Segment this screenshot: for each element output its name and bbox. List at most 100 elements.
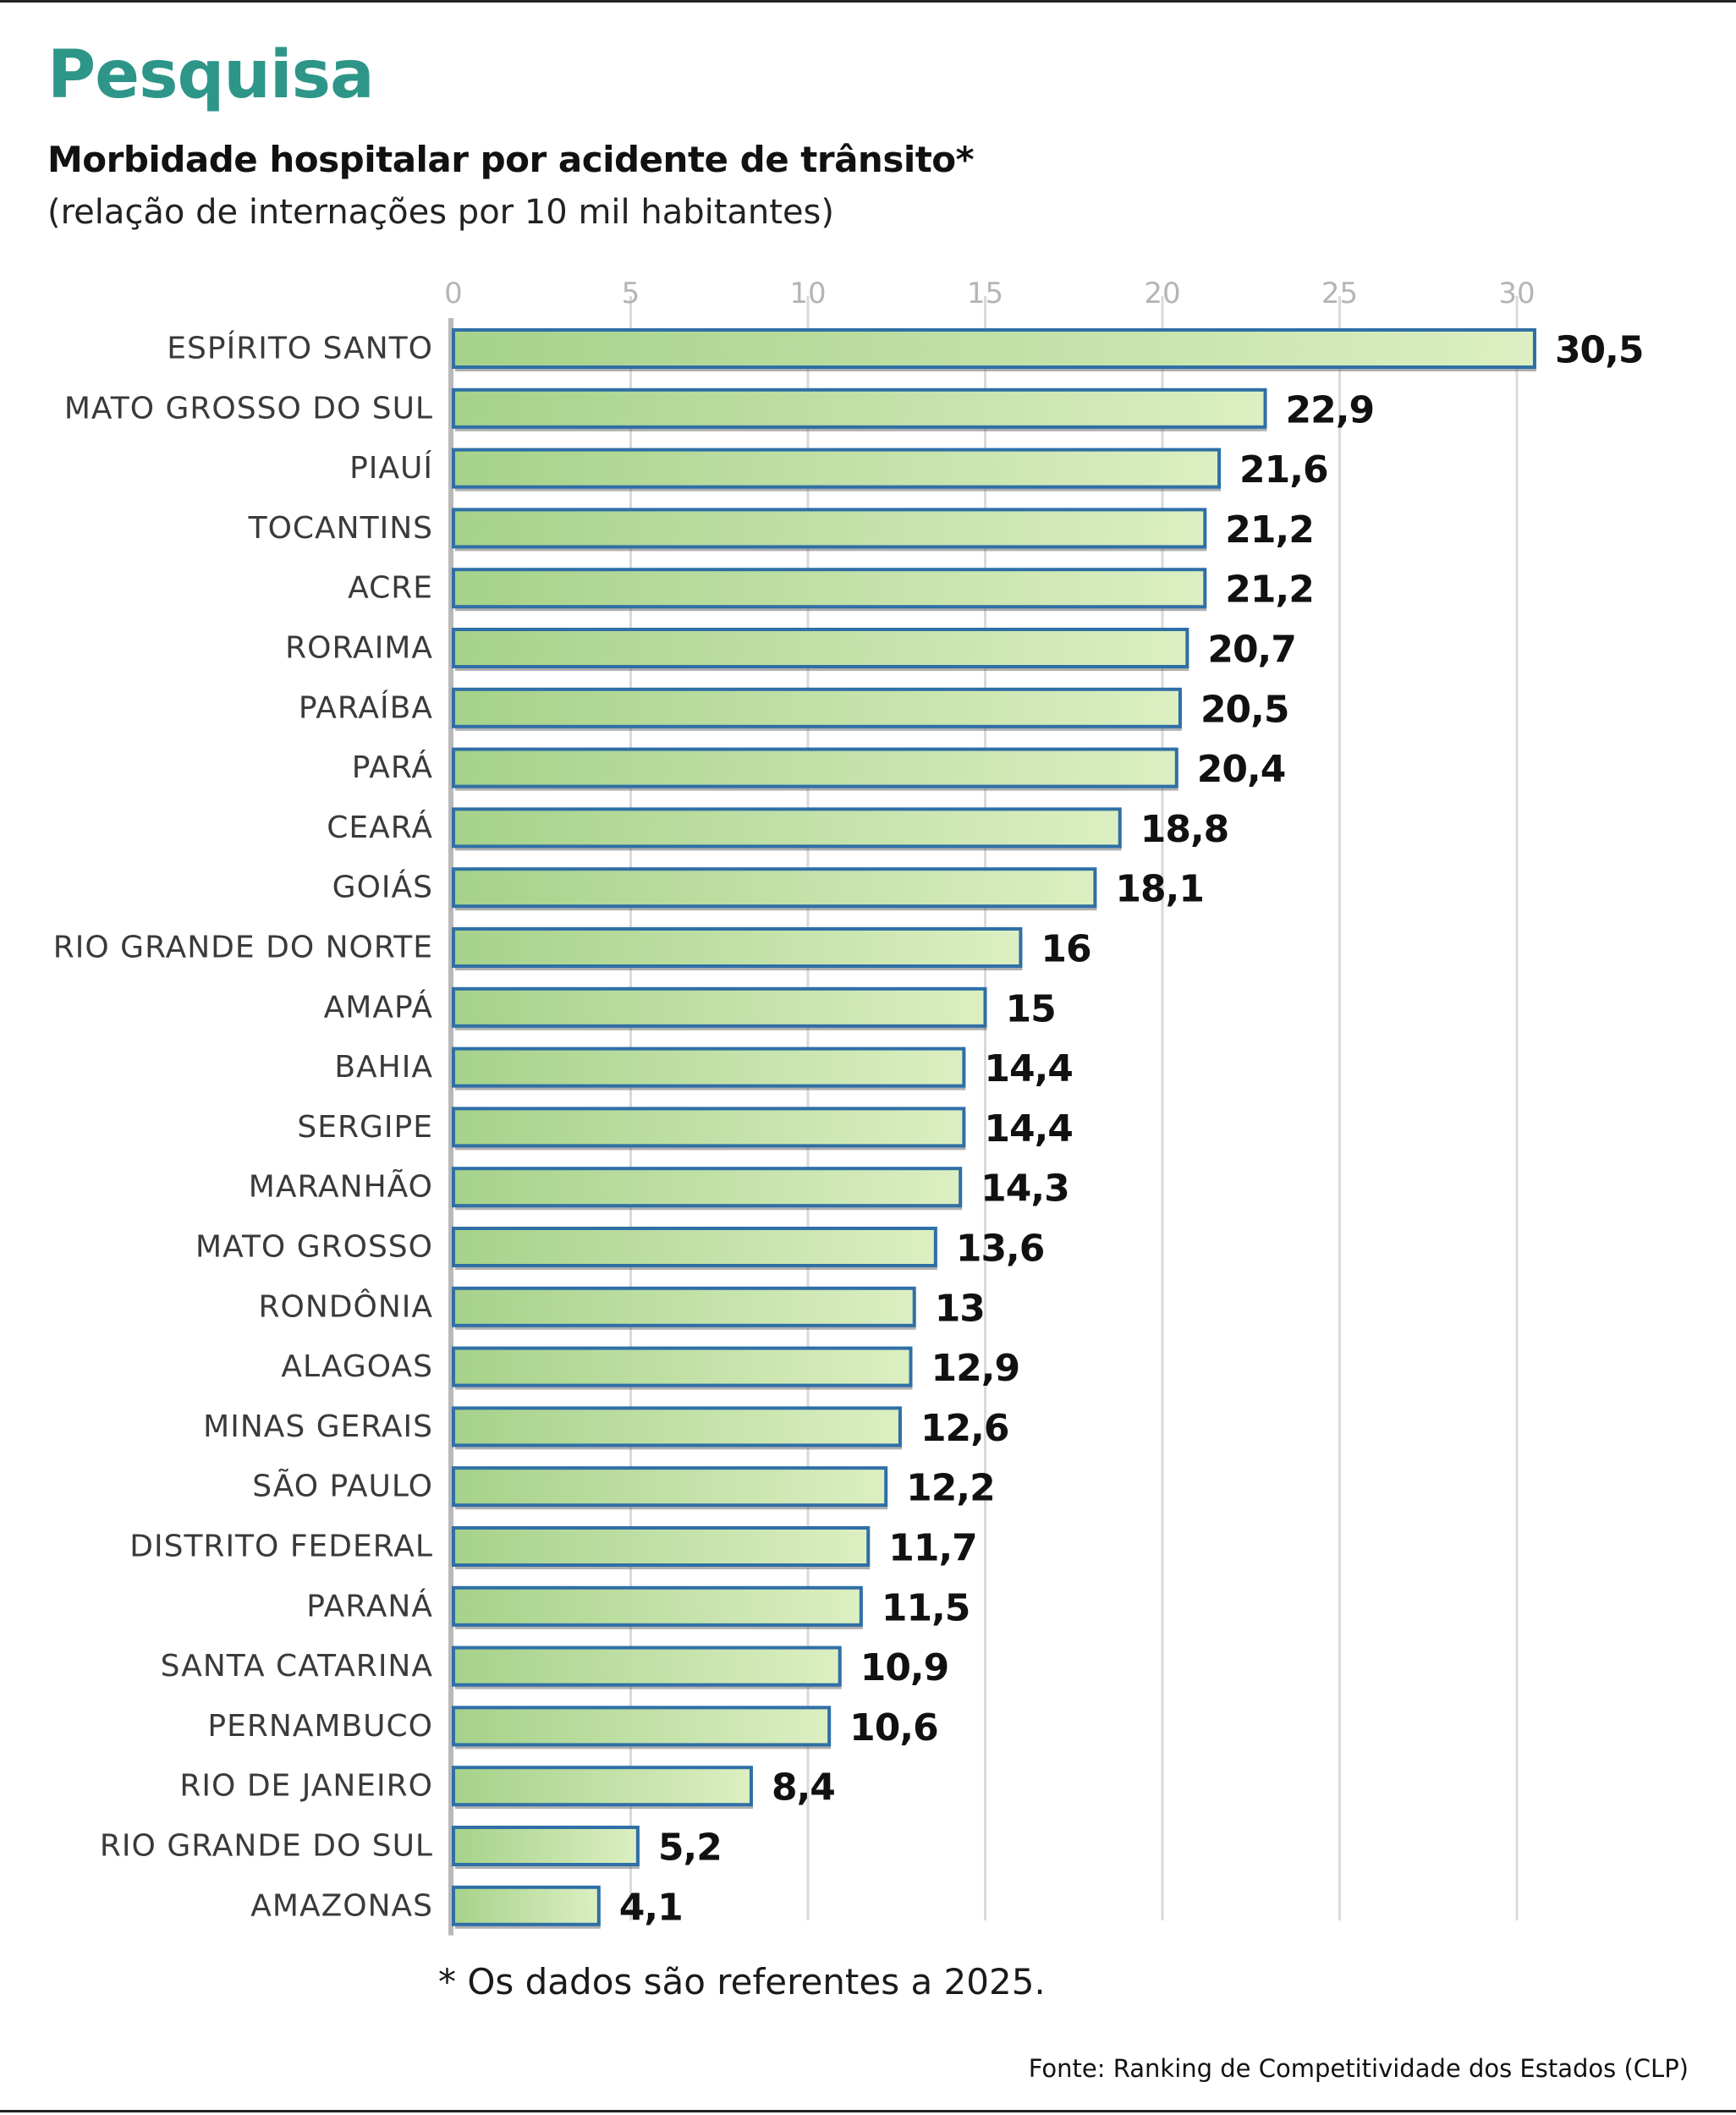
- bottom-rule: [0, 2110, 1736, 2112]
- bar: [452, 387, 1267, 429]
- bar: [452, 1885, 601, 1926]
- value-label: 10,9: [860, 1646, 949, 1689]
- value-label: 4,1: [619, 1886, 683, 1929]
- category-label: MARANHÃO: [249, 1169, 433, 1205]
- category-label: AMAZONAS: [250, 1888, 433, 1923]
- value-label: 30,5: [1555, 329, 1644, 372]
- value-label: 18,1: [1115, 868, 1204, 911]
- category-label: PARAÍBA: [299, 689, 433, 725]
- value-label: 13,6: [956, 1228, 1045, 1271]
- category-label: RIO GRANDE DO SUL: [100, 1829, 433, 1864]
- bar: [452, 1227, 937, 1267]
- tick-layer: 0 5 10 15 20 25 30: [444, 277, 1535, 310]
- value-label: 21,2: [1225, 569, 1314, 612]
- bar: [452, 1107, 966, 1148]
- x-tick-label: 25: [1321, 277, 1358, 310]
- category-label: GOIÁS: [332, 870, 433, 905]
- x-tick-label: 10: [789, 277, 826, 310]
- value-label: 20,5: [1200, 688, 1289, 731]
- category-label: RIO GRANDE DO NORTE: [53, 931, 433, 965]
- category-label: ACRE: [348, 571, 433, 606]
- value-label: 16: [1041, 928, 1090, 971]
- bar: [452, 1706, 832, 1747]
- category-label: SERGIPE: [297, 1110, 433, 1145]
- bar: [452, 1286, 916, 1327]
- bar-layer: [452, 328, 1536, 1929]
- bar: [452, 927, 1023, 968]
- y-axis-shadow: [448, 318, 453, 1936]
- category-label: RONDÔNIA: [258, 1288, 433, 1324]
- category-label: PARÁ: [352, 750, 433, 785]
- bar: [452, 1645, 842, 1687]
- x-tick-label: 15: [967, 277, 1003, 310]
- bar: [452, 1167, 963, 1208]
- bar: [452, 328, 1536, 369]
- chart-subtitle: (relação de internações por 10 mil habit…: [47, 193, 834, 232]
- value-label: 12,2: [906, 1467, 995, 1510]
- label-layer: ESPÍRITO SANTO 30,5 MATO GROSSO DO SUL 22,9…: [53, 329, 1645, 1930]
- value-label: 21,6: [1239, 448, 1328, 492]
- x-tick-label: 20: [1144, 277, 1180, 310]
- bar: [452, 1766, 753, 1807]
- bar: [452, 1406, 902, 1448]
- value-label: 11,7: [888, 1527, 977, 1570]
- value-label: 14,3: [981, 1167, 1069, 1211]
- category-label: ESPÍRITO SANTO: [167, 331, 433, 366]
- x-tick-label: 5: [622, 277, 640, 310]
- top-rule: [0, 0, 1736, 3]
- value-label: 21,2: [1225, 508, 1314, 552]
- category-label: PARANÁ: [306, 1588, 433, 1623]
- value-label: 14,4: [984, 1107, 1073, 1151]
- value-label: 5,2: [658, 1827, 722, 1870]
- value-label: 20,7: [1207, 629, 1296, 672]
- category-label: MINAS GERAIS: [203, 1409, 433, 1444]
- x-tick-label: 30: [1498, 277, 1535, 310]
- value-label: 18,8: [1140, 808, 1229, 851]
- chart-title: Morbidade hospitalar por acidente de trâ…: [47, 139, 975, 180]
- value-label: 13: [935, 1287, 985, 1330]
- bar: [452, 747, 1178, 788]
- category-label: DISTRITO FEDERAL: [129, 1530, 433, 1564]
- section-title: Pesquisa: [47, 37, 375, 113]
- category-label: CEARÁ: [327, 810, 433, 845]
- value-label: 10,6: [849, 1706, 938, 1750]
- category-label: SÃO PAULO: [252, 1469, 433, 1504]
- bar: [452, 1466, 888, 1508]
- bar: [452, 628, 1189, 668]
- category-label: PERNAMBUCO: [207, 1709, 433, 1744]
- bar: [452, 508, 1207, 549]
- bar: [452, 1346, 913, 1387]
- category-label: AMAPÁ: [324, 989, 433, 1025]
- category-label: MATO GROSSO DO SUL: [64, 391, 433, 426]
- category-label: MATO GROSSO: [195, 1230, 433, 1265]
- bar: [452, 448, 1222, 489]
- source-note: Fonte: Ranking de Competitividade dos Es…: [1028, 2054, 1689, 2083]
- category-label: SANTA CATARINA: [161, 1649, 433, 1684]
- value-label: 12,9: [931, 1347, 1020, 1390]
- bar: [452, 986, 987, 1028]
- category-label: RIO DE JANEIRO: [179, 1769, 433, 1804]
- x-tick-label: 0: [444, 277, 463, 310]
- category-label: ALAGOAS: [281, 1349, 433, 1384]
- category-label: RORAIMA: [285, 631, 433, 666]
- category-label: TOCANTINS: [248, 511, 433, 546]
- bar: [452, 687, 1182, 728]
- value-label: 14,4: [984, 1047, 1073, 1090]
- bar: [452, 1826, 640, 1866]
- bar: [452, 1526, 871, 1567]
- value-label: 11,5: [882, 1586, 970, 1629]
- category-label: BAHIA: [334, 1050, 433, 1085]
- bar: [452, 1047, 966, 1088]
- bar: [452, 867, 1097, 909]
- footnote: * Os dados são referentes a 2025.: [438, 1961, 1046, 2002]
- value-label: 20,4: [1197, 748, 1286, 791]
- value-label: 22,9: [1286, 388, 1375, 431]
- bar-chart: 0 5 10 15 20 25 30 ESPÍRITO SANTO 30,5 MATO GROS…: [53, 277, 1645, 1936]
- value-label: 12,6: [920, 1407, 1009, 1450]
- value-label: 8,4: [772, 1766, 835, 1810]
- bar: [452, 1585, 863, 1627]
- category-label: PIAUÍ: [349, 450, 433, 486]
- bar: [452, 568, 1207, 609]
- value-label: 15: [1006, 987, 1056, 1030]
- bar: [452, 807, 1122, 849]
